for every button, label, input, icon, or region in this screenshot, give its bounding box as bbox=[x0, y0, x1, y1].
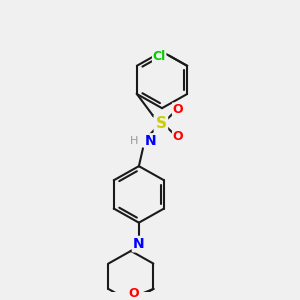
Text: O: O bbox=[172, 130, 183, 143]
Text: Cl: Cl bbox=[152, 50, 166, 62]
Text: O: O bbox=[172, 103, 183, 116]
Text: N: N bbox=[145, 134, 157, 148]
Text: H: H bbox=[130, 136, 138, 146]
Text: N: N bbox=[133, 237, 145, 251]
Text: O: O bbox=[128, 287, 139, 300]
Text: S: S bbox=[155, 116, 167, 131]
